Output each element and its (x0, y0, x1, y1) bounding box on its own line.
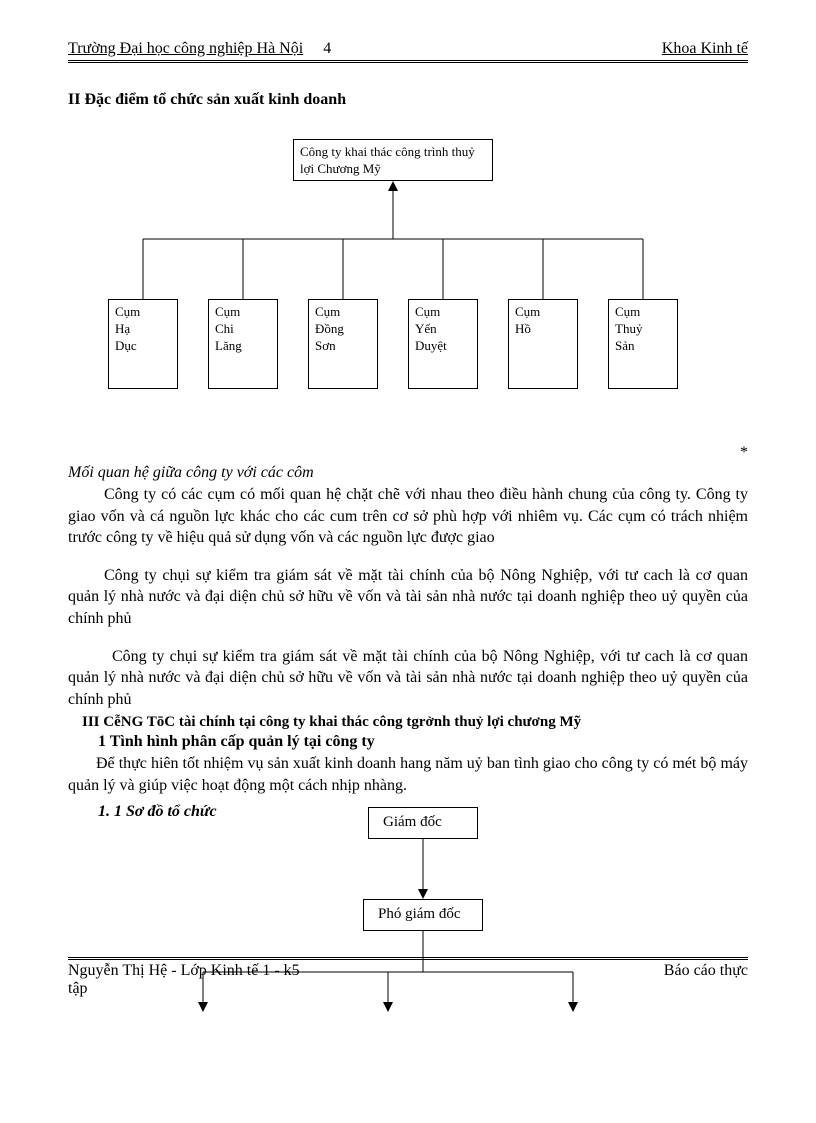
org-chart-1: Công ty khai thác công trình thuỷ lợi Ch… (88, 139, 728, 434)
asterisk-mark: * (68, 444, 748, 462)
paragraph-1: Công ty có các cụm có mối quan hệ chặt c… (68, 484, 748, 549)
paragraph-4: Để thực hiên tốt nhiệm vụ sản xuất kinh … (68, 753, 748, 796)
relationship-heading: Mối quan hệ giữa công ty với các côm (68, 464, 748, 482)
header-school: Trường Đại học công nghiệp Hà Nội (68, 40, 303, 57)
page-number: 4 (323, 40, 331, 57)
subsection-1-heading: 1 Tình hình phân cấp quản lý tại công ty (98, 733, 748, 751)
page-header: Trường Đại học công nghiệp Hà Nội 4 Khoa… (68, 40, 748, 63)
section-2-heading: II Đặc điểm tổ chức sản xuất kinh doanh (68, 91, 748, 109)
footer-right-line2: tập (68, 980, 88, 997)
footer-right-line1: Báo cáo thực (664, 962, 748, 998)
paragraph-3: Công ty chụi sự kiểm tra giám sát về mặt… (68, 646, 748, 711)
page-footer: Nguyễn Thị Hệ - Lớp Kinh tế 1 - k5 tập B… (68, 957, 748, 998)
section-3-heading: III CễNG TōC tài chính tại công ty khai … (82, 714, 748, 731)
header-right: Khoa Kinh tế (662, 40, 748, 58)
header-left: Trường Đại học công nghiệp Hà Nội 4 (68, 40, 331, 58)
paragraph-2: Công ty chụi sự kiểm tra giám sát về mặt… (68, 565, 748, 630)
footer-author: Nguyễn Thị Hệ - Lớp Kinh tế 1 - k5 (68, 962, 300, 979)
footer-left-block: Nguyễn Thị Hệ - Lớp Kinh tế 1 - k5 tập (68, 962, 300, 998)
